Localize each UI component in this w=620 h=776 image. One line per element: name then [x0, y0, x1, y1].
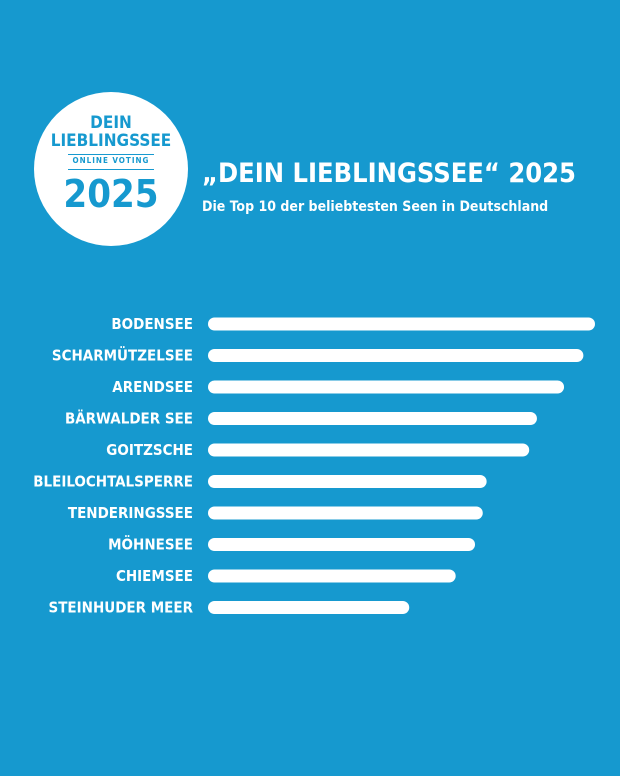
category-label: GOITZSCHE	[106, 441, 193, 459]
bar	[208, 443, 530, 457]
category-label: BLEILOCHTALSPERRE	[33, 473, 193, 491]
badge-line-1: DEIN	[90, 113, 132, 133]
chart-title: „DEIN LIEBLINGSSEE“ 2025	[202, 158, 576, 189]
bar	[208, 349, 584, 362]
bar	[208, 412, 537, 425]
badge-divider-bottom	[68, 169, 154, 170]
badge-year: 2025	[63, 172, 159, 216]
voting-badge: DEIN LIEBLINGSSEE ONLINE VOTING 2025	[34, 92, 188, 246]
badge-divider-top	[68, 154, 154, 155]
bar	[208, 538, 476, 551]
chart-subtitle: Die Top 10 der beliebtesten Seen in Deut…	[202, 199, 549, 215]
category-label: SCHARMÜTZELSEE	[52, 346, 193, 365]
badge-line-2: LIEBLINGSSEE	[50, 131, 172, 151]
bar	[208, 475, 487, 488]
category-label: ARENDSEE	[112, 378, 193, 396]
bar	[208, 569, 456, 583]
bar	[208, 317, 595, 331]
category-label: STEINHUDER MEER	[49, 599, 194, 617]
badge-line-3: ONLINE VOTING	[72, 156, 150, 165]
category-label: TENDERINGSSEE	[68, 504, 193, 522]
bar	[208, 506, 483, 520]
bar-chart: BODENSEE SCHARMÜTZELSEE ARENDSEE BÄRWALDER …	[33, 315, 595, 617]
category-label: BODENSEE	[111, 315, 193, 333]
bar	[208, 601, 410, 614]
bar	[208, 380, 565, 394]
category-label: BÄRWALDER SEE	[65, 409, 193, 428]
category-label: MÖHNESEE	[108, 535, 193, 554]
category-label: CHIEMSEE	[116, 567, 193, 585]
